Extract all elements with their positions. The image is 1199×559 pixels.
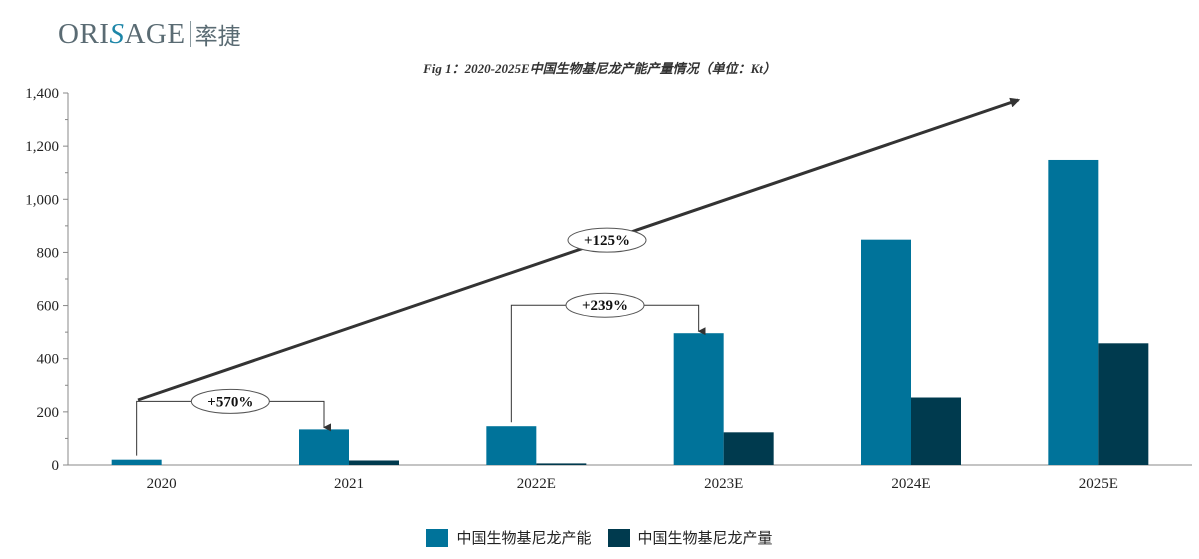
growth-2022-2023-label: +239%	[582, 298, 628, 314]
trend-label: +125%	[584, 233, 630, 249]
legend-swatch	[607, 528, 630, 547]
bar-capacity-2023E	[673, 333, 724, 465]
x-tick-label: 2023E	[704, 476, 743, 492]
logo-chinese: 率捷	[194, 24, 241, 50]
x-tick-label: 2021	[334, 476, 364, 492]
growth-2022-2023-connector	[510, 304, 706, 423]
growth-2020-2021-bubble	[190, 388, 270, 414]
trend-bubble	[567, 227, 647, 253]
bar-output-2023E	[723, 432, 774, 465]
x-tick-label: 2022E	[517, 476, 556, 492]
y-tick-label: 1,200	[25, 139, 59, 155]
logo-brand: ORISAGE	[58, 17, 186, 50]
chart-title: Fig 1：2020-2025E中国生物基尼龙产能产量情况（单位：Kt）	[423, 61, 776, 76]
bar-output-2024E	[911, 397, 961, 465]
bar-capacity-2024E	[861, 239, 911, 465]
bar-chart: 0 200 400 600 800 1,000 1,200 1,400 2020 2021 2022…	[25, 86, 1192, 492]
y-tick-label: 800	[37, 245, 60, 261]
y-tick-label: 600	[37, 299, 60, 315]
bar-capacity-2020	[111, 459, 162, 465]
y-tick-label: 1,400	[25, 86, 59, 102]
legend-label: 中国生物基尼龙产量	[637, 529, 773, 547]
y-tick-label: 0	[52, 458, 60, 474]
y-tick-label: 400	[37, 352, 60, 368]
legend-swatch	[426, 528, 449, 547]
bar-capacity-2021	[299, 429, 349, 465]
bar-capacity-2025E	[1048, 159, 1099, 465]
bar-capacity-2022E	[486, 426, 537, 465]
legend: 中国生物基尼龙产能 中国生物基尼龙产量	[0, 527, 1199, 548]
logo-divider	[189, 21, 191, 47]
x-tick-label: 2020	[147, 476, 177, 492]
growth-2022-2023-bubble	[565, 292, 645, 318]
bar-output-2022E	[536, 463, 587, 465]
growth-2020-2021-label: +570%	[207, 394, 253, 410]
y-tick-label: 200	[37, 405, 60, 421]
legend-label: 中国生物基尼龙产能	[456, 529, 592, 547]
trend-arrow	[137, 97, 1021, 402]
bar-output-2021	[349, 460, 399, 465]
legend-item-output: 中国生物基尼龙产量	[607, 527, 773, 548]
logo: ORISAGE 率捷	[58, 14, 241, 54]
x-tick-label: 2025E	[1079, 476, 1118, 492]
x-tick-label: 2024E	[891, 476, 930, 492]
bar-output-2025E	[1098, 343, 1149, 465]
legend-item-capacity: 中国生物基尼龙产能	[426, 527, 592, 548]
y-tick-label: 1,000	[25, 192, 59, 208]
